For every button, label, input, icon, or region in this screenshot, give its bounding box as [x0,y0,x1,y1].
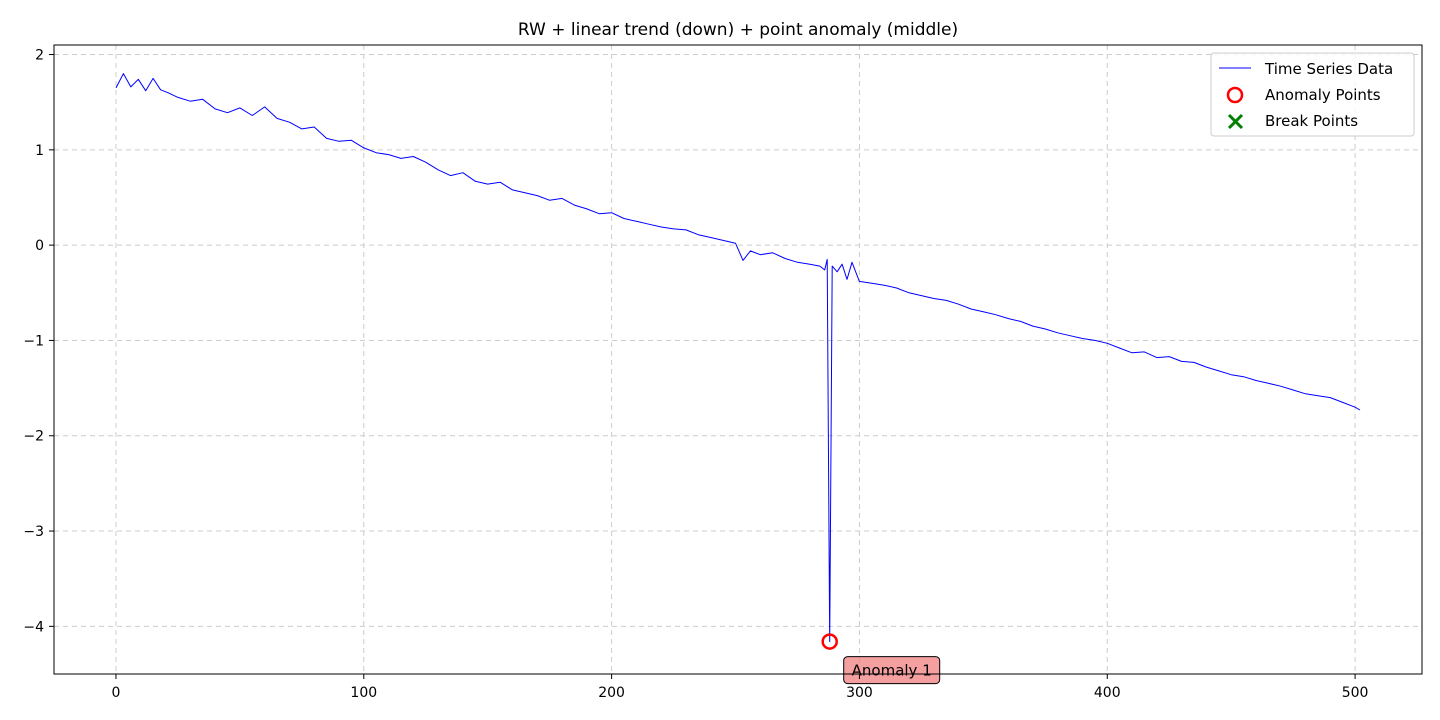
y-tick-label: −2 [23,429,44,445]
x-tick-label: 500 [1342,685,1369,701]
y-tick-label: −4 [23,619,44,635]
chart-title: RW + linear trend (down) + point anomaly… [518,20,958,40]
legend: Time Series Data Anomaly Points Break Po… [1210,52,1415,137]
legend-label-anomaly: Anomaly Points [1265,86,1381,104]
marker-layer [821,633,838,650]
y-tick-label: 2 [35,48,44,64]
legend-frame [1210,52,1415,137]
annotation-layer: Anomaly 1 [843,656,941,685]
plot-frame [53,44,1423,675]
x-tick-label: 0 [111,685,120,701]
x-tick-label: 200 [598,685,625,701]
legend-anomaly-marker [1226,86,1244,104]
y-tick-label: −1 [23,333,44,349]
x-tick-label: 300 [846,685,873,701]
series-line [115,73,1361,643]
axis-ticks: 0 100 200 300 400 500 2 1 0 −1 −2 −3 −4 [23,48,1368,701]
legend-label-break: Break Points [1265,112,1358,130]
series-layer [115,73,1361,643]
anomaly-annotation-box [843,656,941,685]
y-tick-label: −3 [23,524,44,540]
x-tick-label: 400 [1094,685,1121,701]
grid [54,45,1422,674]
y-tick-label: 0 [35,238,44,254]
legend-break-marker [1227,113,1244,130]
x-tick-label: 100 [350,685,377,701]
y-tick-label: 1 [35,143,44,159]
anomaly-annotation-label: Anomaly 1 [852,662,932,680]
anomaly-point-marker [821,633,838,650]
legend-label-series: Time Series Data [1264,60,1393,78]
